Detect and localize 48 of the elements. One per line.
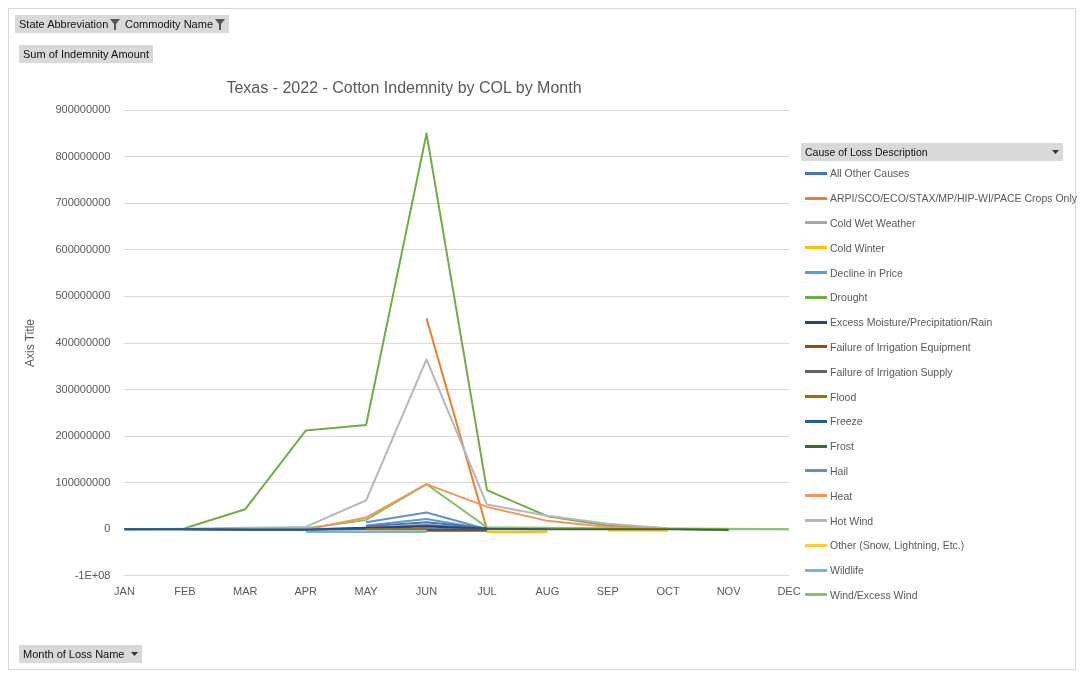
y-tick-label: 800000000 (55, 149, 111, 162)
x-tick-label: SEP (596, 585, 619, 598)
legend-label: Other (Snow, Lightning, Etc.) (830, 539, 965, 552)
legend-label: ARPI/SCO/ECO/STAX/MP/HIP-WI/PACE Crops Only (830, 192, 1077, 205)
x-tick-label: AUG (535, 585, 560, 598)
y-tick-label: 500000000 (55, 289, 111, 302)
y-axis-title: Axis Title (22, 318, 37, 368)
legend-label: Decline in Price (830, 266, 903, 279)
legend-title: Cause of Loss Description (805, 146, 928, 158)
legend-label: Excess Moisture/Precipitation/Rain (830, 316, 993, 329)
text: State Abbreviation (19, 18, 109, 30)
x-tick-label: DEC (777, 585, 801, 598)
legend-label: Frost (830, 440, 854, 453)
legend-label: Cold Winter (830, 241, 885, 254)
legend-label: Failure of Irrigation Equipment (830, 340, 971, 353)
y-tick-label: 400000000 (55, 336, 111, 349)
legend-label: Hot Wind (830, 514, 874, 527)
y-tick-label: -1E+08 (74, 568, 111, 581)
x-tick-label: JUL (477, 585, 497, 598)
legend-label: Cold Wet Weather (830, 216, 916, 229)
legend-label: Wildlife (830, 564, 864, 577)
x-tick-label: MAY (354, 585, 379, 598)
x-tick-label: MAR (233, 585, 258, 598)
y-tick-label: 300000000 (55, 382, 111, 395)
y-tick-label: 700000000 (55, 196, 111, 209)
legend-label: Failure of Irrigation Supply (830, 365, 953, 378)
legend-label: Freeze (830, 415, 863, 428)
x-tick-label: FEB (174, 585, 196, 598)
legend-label: Flood (830, 390, 857, 403)
legend-label: Drought (830, 291, 868, 304)
y-tick-label: 900000000 (55, 103, 111, 116)
x-tick-label: JUN (415, 585, 438, 598)
x-tick-label: APR (294, 585, 318, 598)
y-tick-label: 0 (104, 522, 111, 535)
text: Sum of Indemnity Amount (23, 48, 149, 60)
x-tick-label: OCT (656, 585, 681, 598)
y-tick-label: 200000000 (55, 429, 111, 442)
legend-label: All Other Causes (830, 167, 910, 180)
x-tick-label: JAN (114, 585, 135, 598)
chart-title: Texas - 2022 - Cotton Indemnity by COL by Month (226, 79, 582, 97)
x-tick-label: NOV (716, 585, 742, 598)
legend-label: Heat (830, 489, 853, 502)
text: Month of Loss Name (23, 648, 125, 660)
y-tick-label: 100000000 (55, 475, 111, 488)
text: Commodity Name (125, 18, 214, 30)
legend-label: Hail (830, 464, 849, 477)
y-tick-label: 600000000 (55, 242, 111, 255)
legend-label: Wind/Excess Wind (830, 588, 918, 601)
